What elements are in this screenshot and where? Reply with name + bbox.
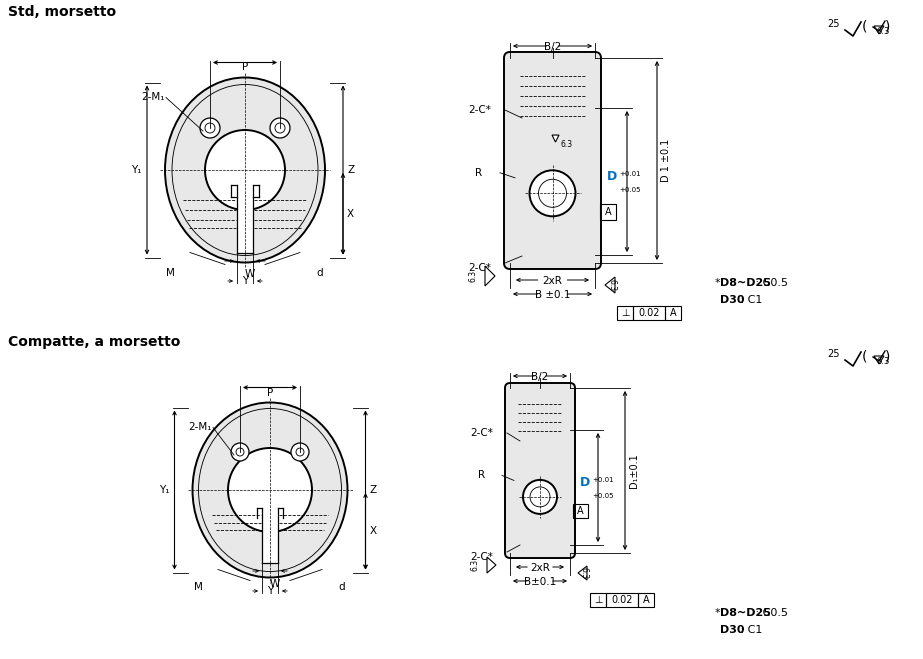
Bar [617, 306, 633, 320]
Bar [665, 306, 681, 320]
Bar [606, 593, 638, 607]
Text: A: A [642, 595, 649, 605]
FancyBboxPatch shape [505, 383, 575, 558]
Text: W: W [245, 269, 255, 279]
Text: : C0.5: : C0.5 [752, 608, 788, 618]
Text: Z: Z [347, 165, 354, 175]
Text: 2xR: 2xR [530, 563, 550, 573]
Bar [262, 508, 278, 563]
Text: D: D [580, 476, 590, 489]
Text: d: d [317, 268, 323, 277]
Circle shape [200, 118, 220, 138]
Text: B ±0.1: B ±0.1 [534, 290, 570, 300]
Text: (: ( [862, 349, 868, 363]
Text: D₁±0.1: D₁±0.1 [629, 453, 639, 488]
Text: M: M [165, 268, 174, 277]
Text: R: R [478, 471, 485, 480]
Text: +0.01: +0.01 [592, 476, 614, 482]
Text: : C1: : C1 [737, 625, 762, 635]
Text: 6.3: 6.3 [468, 270, 477, 282]
Circle shape [231, 443, 249, 461]
Text: d: d [339, 583, 345, 592]
Text: Std, morsetto: Std, morsetto [8, 5, 116, 19]
Bar [237, 185, 253, 253]
Text: 2xR: 2xR [543, 276, 562, 286]
Text: 2-M₁: 2-M₁ [141, 92, 165, 103]
Text: ⊥: ⊥ [593, 595, 602, 605]
Bar [633, 306, 665, 320]
Circle shape [530, 170, 576, 216]
Circle shape [291, 443, 309, 461]
Text: *: * [715, 278, 721, 288]
Bar [590, 593, 606, 607]
Text: D: D [606, 170, 617, 183]
Text: 6.3: 6.3 [876, 27, 890, 36]
Text: Y: Y [267, 586, 273, 596]
Text: (: ( [862, 19, 868, 33]
Circle shape [228, 448, 312, 532]
Text: Y₁: Y₁ [159, 485, 170, 495]
Text: 0.02: 0.02 [638, 308, 660, 318]
Polygon shape [552, 135, 559, 142]
Bar [600, 204, 616, 220]
Text: 6.3: 6.3 [580, 567, 589, 579]
Text: Y: Y [242, 276, 248, 286]
Text: +0.05: +0.05 [619, 186, 641, 192]
Text: +0.05: +0.05 [592, 492, 614, 498]
Text: B±0.1: B±0.1 [524, 577, 557, 587]
Text: Y₁: Y₁ [131, 165, 142, 175]
Text: W: W [270, 579, 280, 589]
Text: D30: D30 [720, 625, 745, 635]
Text: 6.3: 6.3 [470, 559, 479, 571]
Text: P: P [242, 63, 248, 72]
Text: 6.3: 6.3 [876, 357, 890, 366]
Text: 0.02: 0.02 [611, 595, 633, 605]
Text: R: R [474, 168, 482, 178]
Text: 2-M₁: 2-M₁ [188, 422, 212, 432]
Text: *: * [715, 608, 721, 618]
Text: A: A [670, 308, 677, 318]
Text: 6.3: 6.3 [608, 279, 617, 291]
Text: B/2: B/2 [532, 372, 548, 382]
Text: M: M [194, 583, 202, 592]
Text: X: X [347, 209, 354, 219]
Text: ): ) [885, 19, 891, 33]
Circle shape [523, 480, 557, 514]
FancyBboxPatch shape [504, 52, 601, 269]
Text: 2-C*: 2-C* [468, 105, 491, 115]
Text: P: P [267, 387, 273, 397]
Ellipse shape [165, 78, 325, 262]
Circle shape [205, 130, 285, 210]
Text: Z: Z [369, 485, 377, 495]
Text: D8~D25: D8~D25 [720, 608, 771, 618]
Text: ): ) [885, 349, 891, 363]
Text: A: A [577, 506, 584, 516]
Text: D 1 ±0.1: D 1 ±0.1 [661, 139, 671, 182]
Text: 25: 25 [828, 19, 840, 29]
Text: ⊥: ⊥ [621, 308, 629, 318]
Bar [573, 504, 588, 518]
Ellipse shape [193, 403, 347, 577]
Text: : C0.5: : C0.5 [752, 278, 788, 288]
Text: A: A [605, 208, 611, 217]
Text: Compatte, a morsetto: Compatte, a morsetto [8, 335, 180, 349]
Text: 2-C*: 2-C* [468, 263, 491, 273]
Text: D8~D25: D8~D25 [720, 278, 771, 288]
Text: 2-C*: 2-C* [470, 428, 493, 438]
Text: +0.01: +0.01 [619, 171, 641, 177]
Text: : C1: : C1 [737, 295, 762, 305]
Bar [638, 593, 654, 607]
Text: 25: 25 [828, 349, 840, 359]
Text: 2-C*: 2-C* [470, 552, 493, 562]
Text: D30: D30 [720, 295, 745, 305]
Text: 6.3: 6.3 [560, 140, 572, 148]
Circle shape [270, 118, 290, 138]
Text: X: X [369, 527, 377, 536]
Text: B/2: B/2 [544, 42, 561, 52]
